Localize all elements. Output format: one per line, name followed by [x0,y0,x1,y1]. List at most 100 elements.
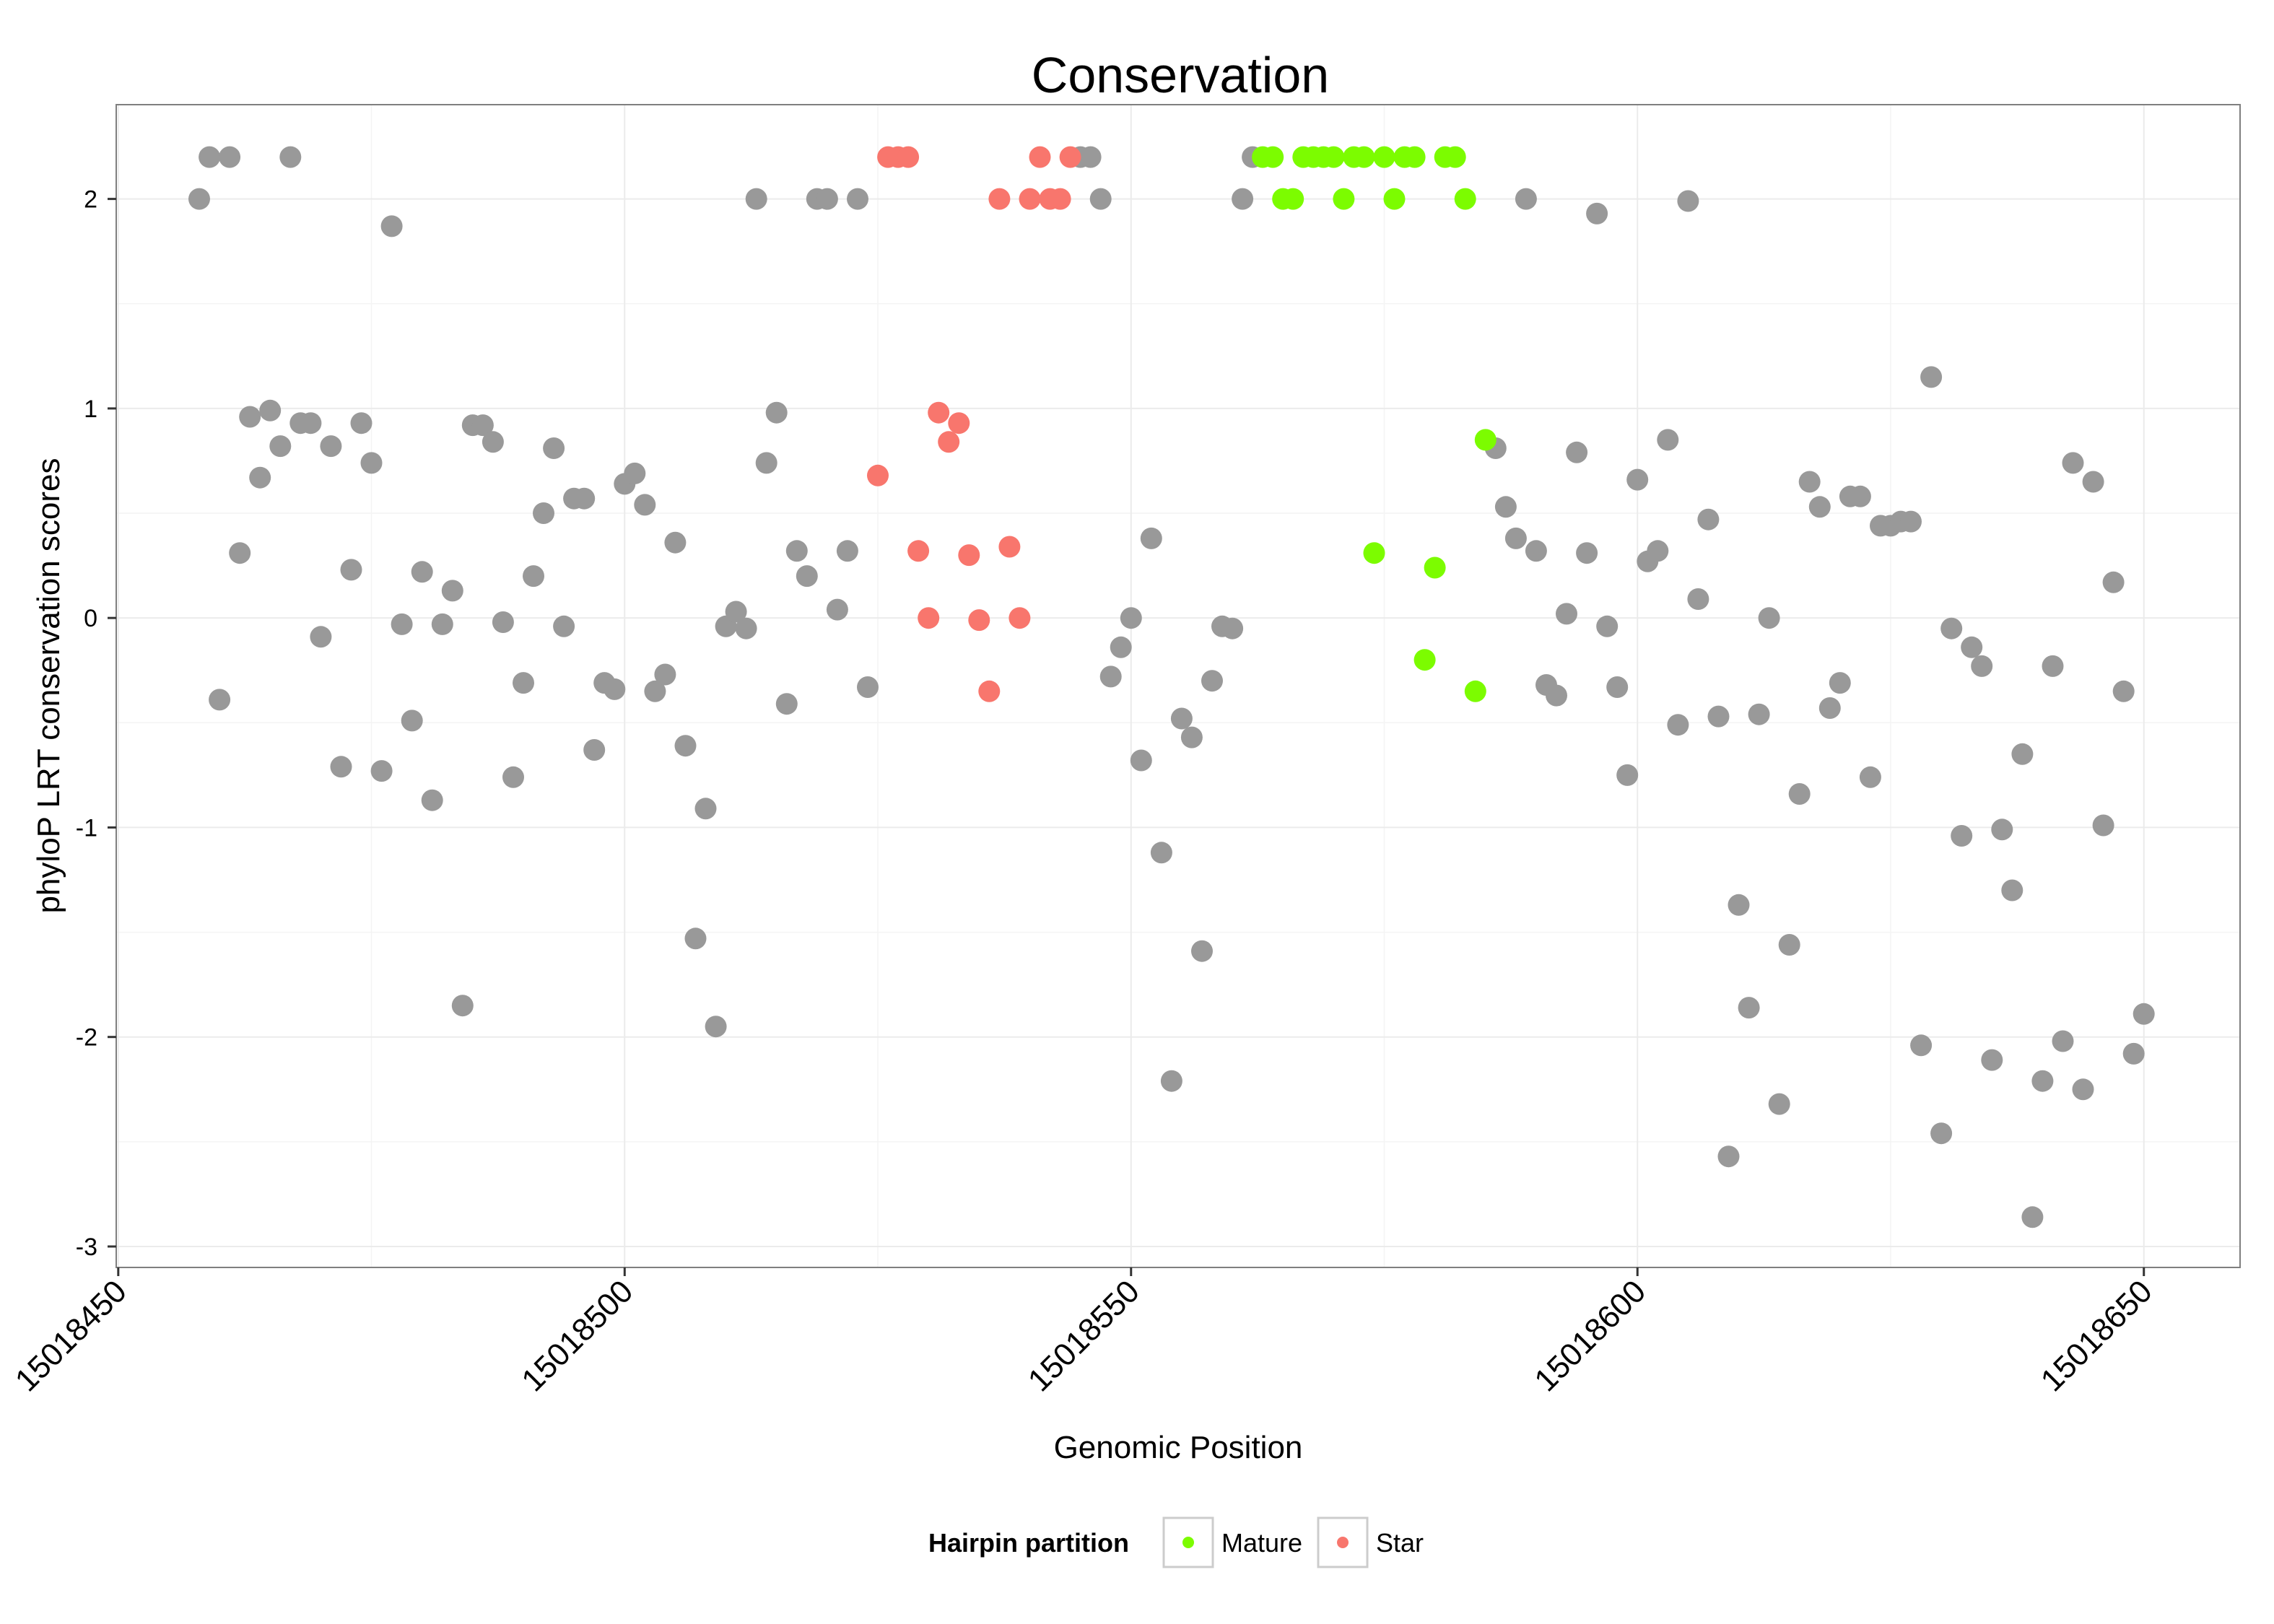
data-point-other [1099,665,1122,688]
data-point-star [998,536,1021,558]
x-tick-label: 15018550 [1021,1273,1146,1398]
data-point-mature [1323,146,1345,168]
legend-label-star: Star [1376,1528,1424,1558]
data-point-mature [1333,188,1355,210]
y-tick-label: -3 [76,1234,97,1261]
data-point-other [765,401,788,424]
data-point-other [1738,997,1760,1019]
data-point-star [988,188,1011,210]
data-point-mature [1413,649,1436,671]
data-point-other [1728,894,1750,916]
data-point-other [1667,714,1689,736]
data-point-other [239,406,261,428]
data-point-other [2112,680,2135,702]
data-point-mature [1353,146,1375,168]
data-point-other [725,601,747,623]
data-point-other [1576,542,1598,564]
data-point-star [907,540,930,562]
data-point-other [380,215,403,237]
data-point-other [523,565,544,588]
data-point-other [513,672,534,694]
data-point-other [441,580,463,602]
data-point-other [826,598,848,621]
data-point-other [2031,1070,2054,1092]
data-point-other [259,399,282,422]
data-point-other [1566,441,1588,463]
data-point-other [1697,508,1720,531]
data-point-other [1657,429,1679,451]
data-point-other [1768,1093,1790,1115]
data-point-other [1221,617,1244,639]
data-point-other [360,452,383,474]
data-point-other [492,611,514,633]
data-point-other [1930,1122,1953,1145]
y-tick-label: -2 [76,1024,97,1052]
data-point-other [2001,879,2023,902]
data-point-other [1616,764,1639,786]
data-point-other [847,188,868,210]
data-point-other [1191,940,1213,962]
data-point-other [705,1016,727,1038]
data-point-other [816,188,838,210]
data-point-other [1849,485,1871,507]
data-point-other [1951,825,1973,847]
data-point-other [1130,749,1152,772]
y-axis: -3 -2 -1 0 1 2 [76,186,116,1261]
x-tick-label: 15018500 [515,1273,640,1398]
data-point-other [320,435,342,458]
x-axis: 15018450 15018500 15018550 15018600 15018650 [9,1267,2159,1398]
data-point-other [1546,684,1567,707]
data-point-other [1971,655,1993,677]
data-point-other [482,431,504,453]
data-point-other [300,412,322,435]
data-point-other [684,927,707,950]
data-point-other [1556,603,1577,625]
data-point-star [928,401,950,424]
data-point-other [1717,1145,1740,1168]
data-point-other [1859,766,1881,788]
data-point-other [553,615,575,637]
data-point-star [918,607,940,629]
data-point-star [897,146,920,168]
data-point-other [330,756,352,778]
data-points [188,146,2155,1228]
data-point-other [431,613,453,635]
data-point-star [1029,146,1051,168]
data-point-other [370,760,393,782]
data-point-other [1170,707,1193,730]
data-point-other [1647,540,1669,562]
data-point-mature [1383,188,1406,210]
data-point-other [2102,571,2125,593]
data-point-other [269,435,292,458]
data-point-mature [1454,188,1476,210]
data-point-other [533,502,554,524]
data-point-other [2092,814,2114,837]
data-point-other [471,414,494,437]
legend-marker-star [1337,1537,1349,1548]
data-point-other [785,540,808,562]
data-point-other [775,693,798,715]
data-point-other [1991,818,2013,841]
data-point-other [1596,615,1619,637]
data-point-other [1818,697,1841,719]
data-point-other [2072,1078,2094,1101]
data-point-other [1981,1049,2003,1071]
y-axis-label: phyloP LRT conservation scores [31,458,66,913]
data-point-other [421,789,443,811]
data-point-other [543,437,565,459]
data-point-other [1910,1034,1933,1057]
legend-marker-mature [1182,1537,1194,1548]
data-point-other [796,565,818,588]
data-point-other [2021,1206,2044,1228]
data-point-other [1180,726,1203,748]
data-point-mature [1262,146,1284,168]
data-point-other [583,739,606,761]
data-point-star [1049,188,1071,210]
data-point-other [350,412,373,435]
data-point-other [1089,188,1112,210]
data-point-other [310,626,332,648]
data-point-other [1788,783,1811,805]
data-point-mature [1363,542,1385,564]
data-point-other [1515,188,1537,210]
